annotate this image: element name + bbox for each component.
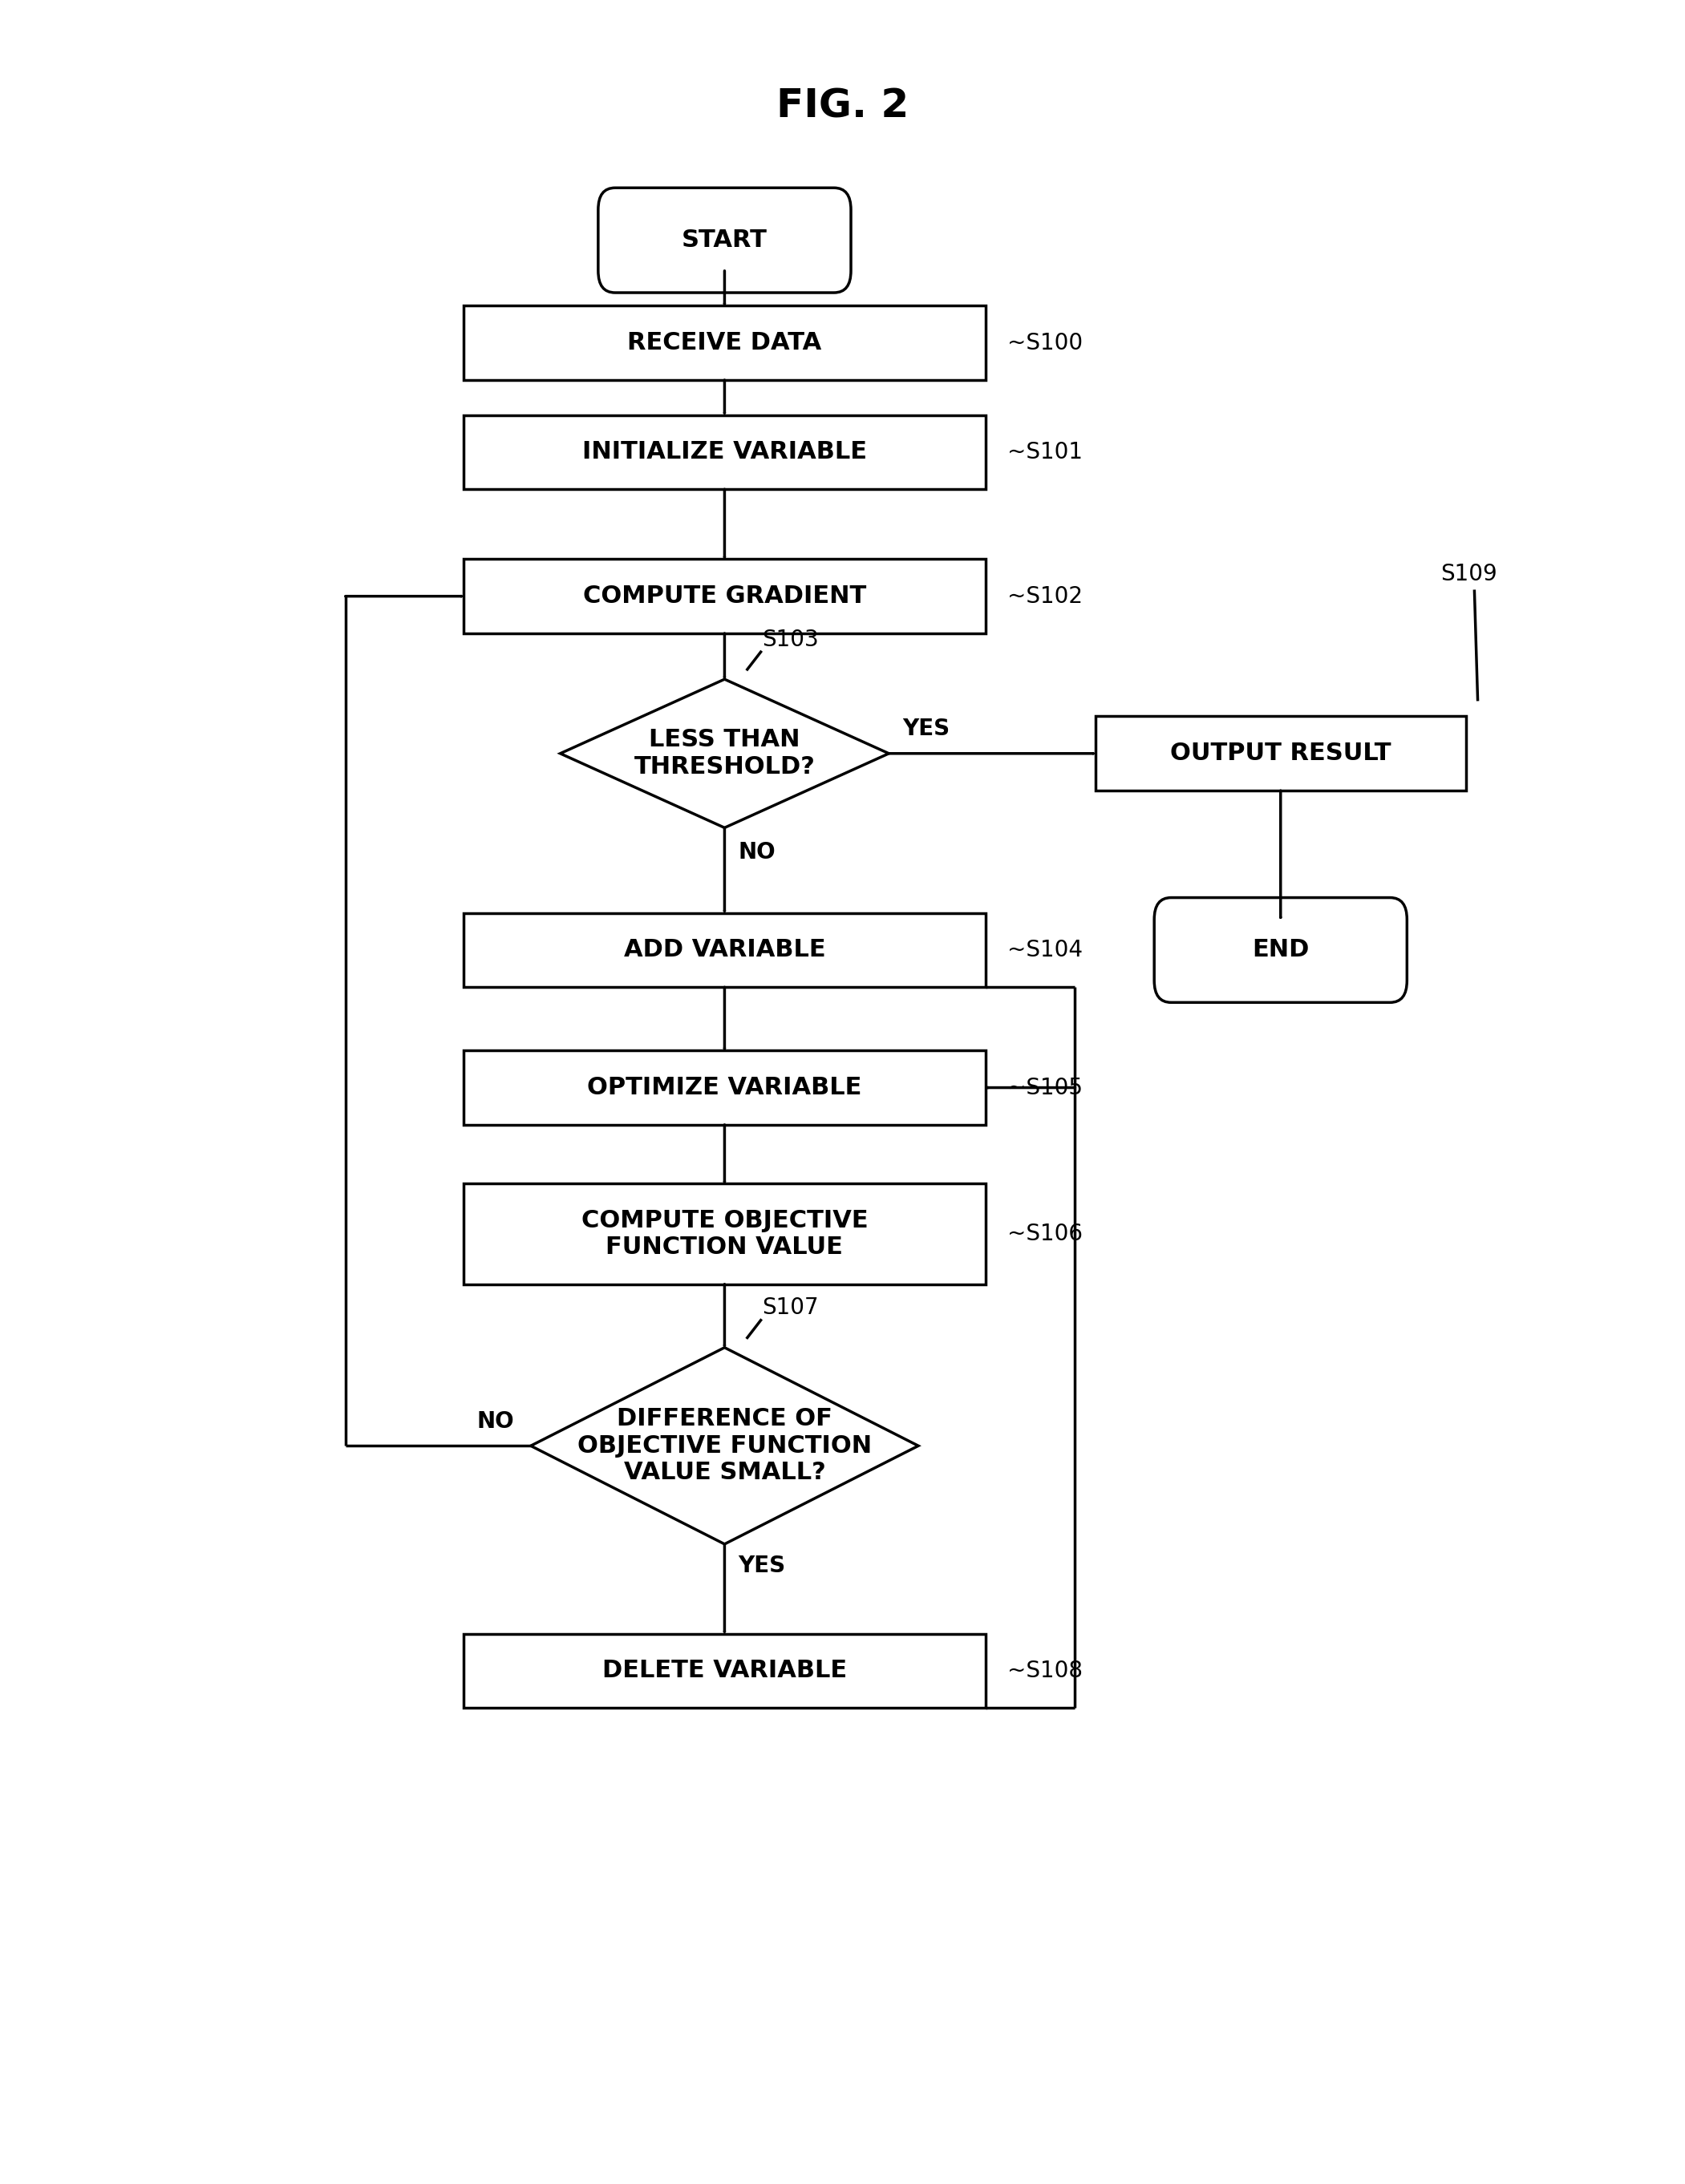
Bar <box>463 415 986 489</box>
Text: ~S106: ~S106 <box>1008 1223 1083 1245</box>
Bar <box>463 913 986 987</box>
Bar <box>463 559 986 633</box>
FancyBboxPatch shape <box>1154 898 1407 1002</box>
Polygon shape <box>559 679 890 828</box>
Bar <box>463 1051 986 1125</box>
Text: NO: NO <box>738 841 775 863</box>
Text: YES: YES <box>903 719 950 740</box>
Text: RECEIVE DATA: RECEIVE DATA <box>627 332 822 354</box>
Text: OUTPUT RESULT: OUTPUT RESULT <box>1169 743 1392 764</box>
Polygon shape <box>531 1348 918 1544</box>
Text: OPTIMIZE VARIABLE: OPTIMIZE VARIABLE <box>588 1077 861 1099</box>
Text: YES: YES <box>738 1555 785 1577</box>
Bar <box>463 1634 986 1708</box>
Text: S109: S109 <box>1441 563 1498 585</box>
Text: DIFFERENCE OF
OBJECTIVE FUNCTION
VALUE SMALL?: DIFFERENCE OF OBJECTIVE FUNCTION VALUE S… <box>578 1406 871 1485</box>
FancyBboxPatch shape <box>598 188 851 293</box>
Text: DELETE VARIABLE: DELETE VARIABLE <box>602 1660 848 1682</box>
Text: ~S102: ~S102 <box>1008 585 1083 607</box>
Text: INITIALIZE VARIABLE: INITIALIZE VARIABLE <box>583 441 866 463</box>
Text: ~S105: ~S105 <box>1008 1077 1083 1099</box>
Text: S107: S107 <box>762 1297 819 1319</box>
Text: ~S108: ~S108 <box>1008 1660 1083 1682</box>
Text: ~S104: ~S104 <box>1008 939 1083 961</box>
Text: S103: S103 <box>762 629 819 651</box>
Text: ~S100: ~S100 <box>1008 332 1083 354</box>
Text: ~S101: ~S101 <box>1008 441 1083 463</box>
Text: END: END <box>1252 939 1309 961</box>
Text: FIG. 2: FIG. 2 <box>777 87 908 127</box>
Bar <box>463 1184 986 1284</box>
Text: START: START <box>682 229 767 251</box>
Text: LESS THAN
THRESHOLD?: LESS THAN THRESHOLD? <box>634 729 816 778</box>
Text: ADD VARIABLE: ADD VARIABLE <box>623 939 826 961</box>
Text: COMPUTE OBJECTIVE
FUNCTION VALUE: COMPUTE OBJECTIVE FUNCTION VALUE <box>581 1210 868 1258</box>
Text: COMPUTE GRADIENT: COMPUTE GRADIENT <box>583 585 866 607</box>
Text: NO: NO <box>477 1411 514 1433</box>
Bar <box>1095 716 1466 791</box>
Bar <box>463 306 986 380</box>
